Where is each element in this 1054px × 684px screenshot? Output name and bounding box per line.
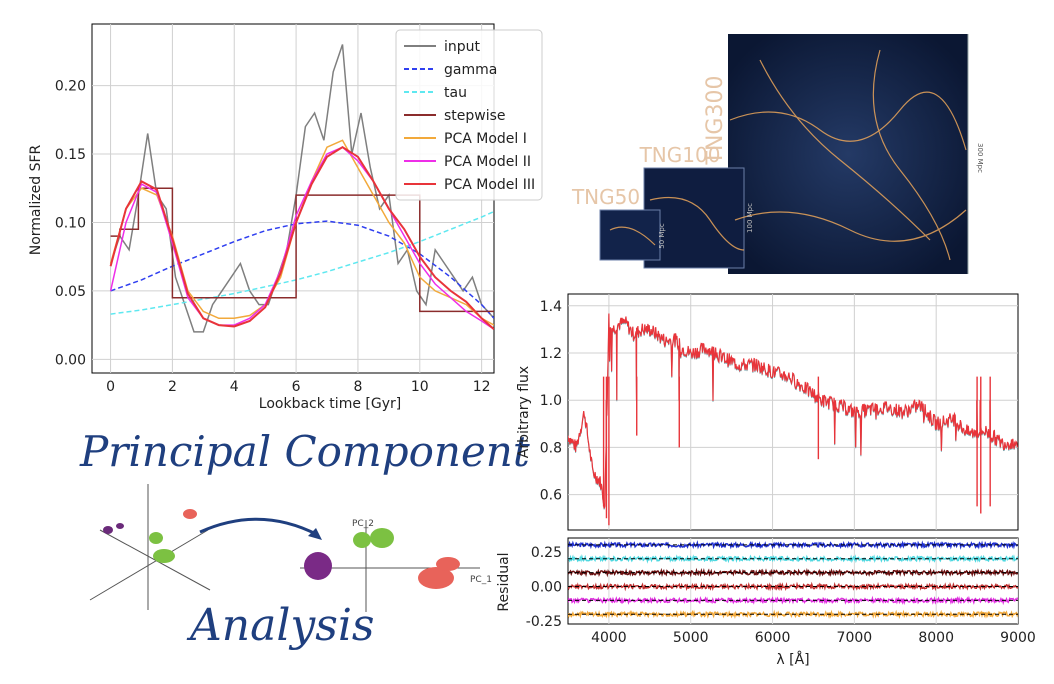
sfr-xtick-label: 10 — [411, 379, 429, 395]
sfr-xtick-label: 8 — [353, 379, 362, 395]
red-blob — [183, 509, 197, 519]
sfr-xtick-label: 2 — [168, 379, 177, 395]
residual-xtick-label: 8000 — [918, 630, 954, 646]
spectrum-ytick-label: 1.0 — [540, 393, 562, 409]
sfr-chart: 0 2 4 6 8 10 12 0.00 0.05 0.10 0.15 0.20 Lookback t… — [28, 23, 543, 412]
residual-xtick-label: 9000 — [1000, 630, 1036, 646]
residual-xtick-label: 4000 — [591, 630, 627, 646]
pca-title-line2: Analysis — [186, 600, 375, 651]
pc1-axis-label: PC_1 — [470, 575, 492, 585]
legend-label: PCA Model I — [444, 131, 527, 147]
tng300-label: TNG300 — [703, 76, 728, 166]
residual-ylabel: Residual — [496, 552, 512, 611]
residual-plot-frame — [567, 537, 1019, 625]
residual-ytick-label: 0.25 — [531, 545, 562, 561]
legend-label: PCA Model III — [444, 177, 535, 193]
green-cluster-b — [370, 528, 394, 548]
tng300-scale-label: 300 Mpc — [976, 143, 984, 173]
residual-lines — [568, 538, 1018, 624]
filaments — [609, 49, 967, 261]
transform-arrow-head — [308, 528, 322, 540]
spectrum-ytick-label: 1.4 — [540, 299, 562, 315]
sfr-series-pca-model-iii — [109, 146, 494, 330]
spectrum-ylabel: Arbitrary flux — [516, 366, 532, 458]
sfr-ylabel: Normalized SFR — [28, 144, 44, 255]
sfr-xtick-label: 6 — [292, 379, 301, 395]
sfr-ytick-label: 0.15 — [55, 147, 86, 163]
residual-band — [568, 595, 1018, 606]
sfr-series-tau — [110, 210, 494, 315]
sfr-xtick-label: 12 — [473, 379, 491, 395]
green-blob-a — [149, 532, 163, 544]
sfr-series-pca-model-ii — [109, 146, 494, 330]
red-cluster-a — [418, 567, 454, 589]
legend-label: input — [444, 39, 481, 55]
spectrum-model — [568, 313, 1018, 509]
sfr-ytick-label: 0.05 — [55, 284, 86, 300]
legend-label: tau — [444, 85, 467, 101]
sfr-ticks: 0 2 4 6 8 10 12 0.00 0.05 0.10 0.15 0.20 — [55, 79, 491, 395]
legend-label: PCA Model II — [444, 154, 531, 170]
tng50-panel — [599, 209, 661, 261]
tng100-scale-label: 100 Mpc — [746, 203, 754, 233]
sfr-ytick-label: 0.10 — [55, 215, 86, 231]
spectrum-ticks: 0.6 0.8 1.0 1.2 1.4 — [540, 299, 562, 504]
sfr-xtick-label: 4 — [230, 379, 239, 395]
spectrum-ytick-label: 0.8 — [540, 440, 562, 456]
residual-xlabel: λ [Å] — [776, 651, 809, 668]
sfr-lines — [109, 44, 494, 333]
residual-xtick-label: 6000 — [755, 630, 791, 646]
pca-diagram: Principal Component Analysis PC_2 PC_1 — [79, 427, 530, 651]
tng50-label: TNG50 — [571, 185, 640, 209]
residual-ticks: 4000 5000 6000 7000 8000 9000 -0.25 0.00 0.25 — [526, 545, 1036, 646]
spectrum-ytick-label: 1.2 — [540, 346, 562, 362]
residual-band — [568, 554, 1018, 564]
residual-ytick-label: -0.25 — [526, 614, 562, 630]
tng100-label: TNG100 — [639, 143, 721, 167]
residual-band — [568, 540, 1018, 550]
legend-label: gamma — [444, 62, 497, 78]
spectrum-plot-frame — [567, 293, 1019, 531]
legend-label: stepwise — [444, 108, 506, 124]
spectrum-ytick-label: 0.6 — [540, 488, 562, 504]
residual-band — [568, 567, 1018, 578]
purple-blob-small — [103, 526, 113, 534]
sfr-ytick-label: 0.20 — [55, 79, 86, 95]
sfr-xlabel: Lookback time [Gyr] — [259, 396, 401, 412]
spectrum-lines — [568, 313, 1018, 526]
red-cluster-b — [436, 557, 460, 571]
sfr-legend-items: input gamma tau stepwise PCA Model I PCA Mode… — [404, 39, 535, 193]
sfr-legend-box — [395, 29, 543, 201]
cosmic-web-image: 300 Mpc 100 Mpc 50 Mpc TNG300 TNG100 TNG… — [571, 34, 984, 274]
purple-blob-small-2 — [116, 523, 124, 529]
pc2-axis-label: PC_2 — [352, 519, 374, 529]
pca-title-line1: Principal Component — [79, 427, 530, 476]
residual-ytick-label: 0.00 — [531, 580, 562, 596]
sfr-legend: input gamma tau stepwise PCA Model I PCA Mode… — [395, 29, 543, 201]
residual-chart: 4000 5000 6000 7000 8000 9000 -0.25 0.00 0.25 Re… — [496, 537, 1036, 668]
sfr-series-gamma — [110, 220, 494, 319]
tng300-panel — [728, 34, 968, 274]
tng100-panel — [643, 167, 745, 269]
residual-band — [568, 609, 1018, 620]
sfr-ytick-label: 0.00 — [55, 352, 86, 368]
residual-xtick-label: 5000 — [673, 630, 709, 646]
residual-xtick-label: 7000 — [837, 630, 873, 646]
green-blob-b — [153, 549, 175, 563]
spectrum-chart: 0.6 0.8 1.0 1.2 1.4 Arbitrary flux — [516, 293, 1019, 531]
sfr-grid — [92, 24, 494, 373]
pca-3d-axes — [89, 484, 211, 610]
purple-cluster — [304, 552, 332, 580]
sfr-xtick-label: 0 — [106, 379, 115, 395]
tng50-scale-label: 50 Mpc — [658, 223, 666, 249]
transform-arrow — [199, 517, 319, 537]
green-cluster-a — [353, 532, 371, 548]
